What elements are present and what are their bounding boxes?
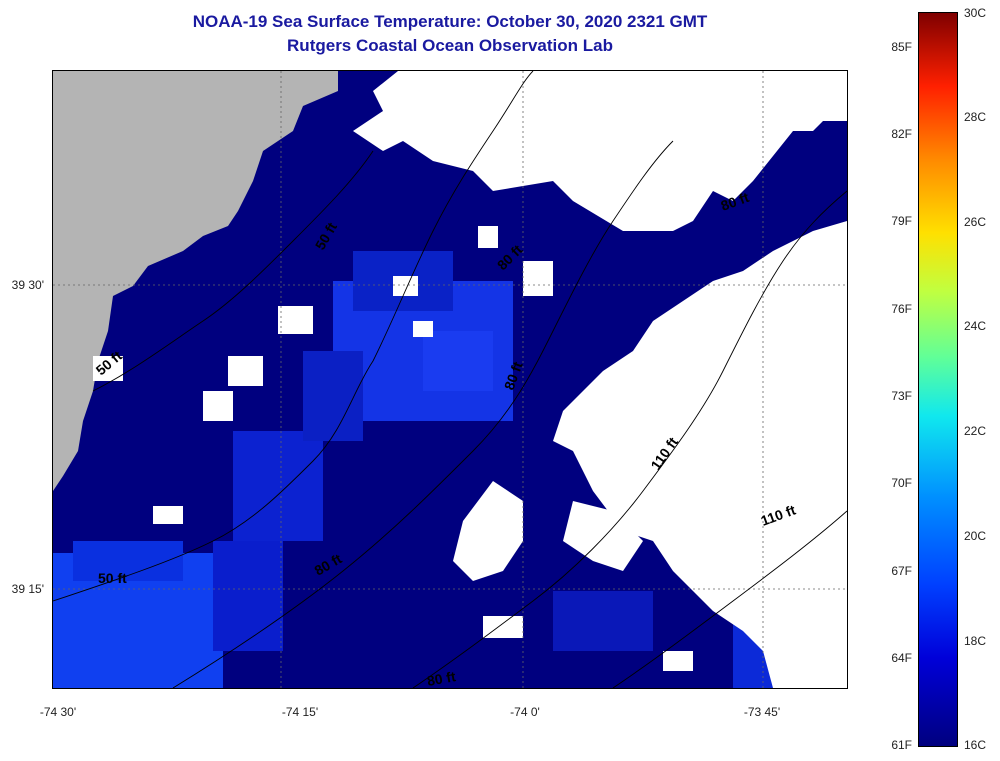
bathymetry-contours xyxy=(53,71,847,688)
colorbar-f-label: 67F xyxy=(891,564,912,578)
colorbar-c-label: 16C xyxy=(964,738,987,752)
colorbar-f-label: 61F xyxy=(891,738,912,752)
contour-label-50ft-a: 50 ft xyxy=(98,570,127,586)
x-tick-label: -74 15' xyxy=(281,705,319,719)
cloud-cover xyxy=(93,71,847,688)
colorbar-f-label: 73F xyxy=(891,389,912,403)
x-tick-label: -74 0' xyxy=(510,705,540,719)
colorbar-f-label: 64F xyxy=(891,651,912,665)
x-tick-label: -74 30' xyxy=(39,705,77,719)
colorbar-c-label: 30C xyxy=(964,6,987,20)
sst-map-canvas: 50 ft 50 ft 50 ft 80 ft 80 ft 80 ft 80 f… xyxy=(53,71,847,688)
x-tick-label: -73 45' xyxy=(743,705,781,719)
colorbar-f-label: 79F xyxy=(891,214,912,228)
colorbar-c-label: 18C xyxy=(964,634,987,648)
colorbar-c-label: 26C xyxy=(964,215,987,229)
colorbar-c-label: 28C xyxy=(964,110,987,124)
y-tick-label: 39 30' xyxy=(11,278,44,292)
land-mass xyxy=(53,71,338,491)
colorbar-f-label: 82F xyxy=(891,127,912,141)
contour-label-80ft-e: 80 ft xyxy=(426,668,457,688)
colorbar-f-label: 76F xyxy=(891,302,912,316)
sst-map[interactable]: 50 ft 50 ft 50 ft 80 ft 80 ft 80 ft 80 f… xyxy=(52,70,848,689)
map-title: NOAA-19 Sea Surface Temperature: October… xyxy=(192,12,708,31)
colorbar-c-label: 24C xyxy=(964,319,987,333)
colorbar-f-label: 70F xyxy=(891,476,912,490)
gridlines xyxy=(53,71,847,688)
map-subtitle: Rutgers Coastal Ocean Observation Lab xyxy=(287,36,613,55)
colorbar-f-label: 85F xyxy=(891,40,912,54)
colorbar-c-label: 20C xyxy=(964,529,987,543)
temperature-colorbar xyxy=(918,12,958,747)
y-tick-label: 39 15' xyxy=(11,582,44,596)
colorbar-c-label: 22C xyxy=(964,424,987,438)
